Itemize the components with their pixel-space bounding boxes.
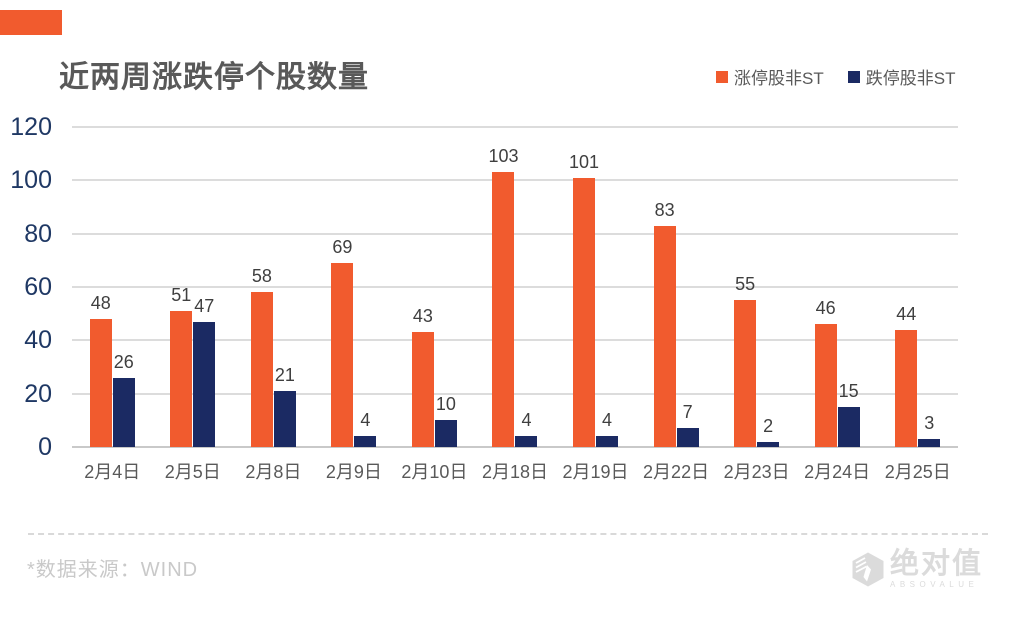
bar-value-label: 103	[488, 146, 519, 167]
bar-limit-up: 101	[569, 152, 599, 447]
bar-limit-down: 4	[596, 410, 619, 447]
bar-value-label: 15	[838, 381, 859, 401]
gridline	[72, 392, 958, 395]
x-axis-label: 2月8日	[245, 462, 302, 482]
legend-item-limit-up: 涨停股非ST	[716, 64, 824, 89]
bar-limit-up: 103	[488, 146, 519, 447]
y-axis-tick-label: 40	[24, 326, 52, 355]
bar-value-label: 44	[896, 303, 917, 324]
x-axis-label: 2月22日	[643, 462, 710, 482]
gridline	[72, 339, 958, 342]
bar-value-label: 83	[654, 199, 675, 220]
watermark-text: 绝对值	[890, 548, 984, 580]
bar-limit-down: 21	[273, 365, 296, 447]
plot-area: 48 26 2月4日 51 47 2月5日 58 21 2月8日 69 4 2月9日 43 10 2月10日…	[72, 126, 958, 482]
bar-value-label: 10	[435, 394, 456, 415]
accent-bar	[0, 10, 62, 35]
y-axis-tick-label: 100	[10, 166, 52, 195]
bar-group: 43 10 2月10日	[394, 127, 475, 482]
bar-value-label: 7	[682, 402, 693, 423]
bar-limit-up: 58	[250, 266, 273, 447]
bar-limit-up: 48	[89, 293, 112, 447]
gridline	[72, 126, 958, 128]
bar-group: 101 4 2月19日	[555, 127, 636, 482]
gridline	[72, 232, 958, 235]
y-axis-tick-label: 60	[24, 273, 52, 301]
legend: 涨停股非ST 跌停股非ST	[716, 64, 955, 89]
bar-limit-up: 46	[814, 298, 837, 447]
legend-label: 跌停股非ST	[865, 69, 956, 88]
gridline	[72, 179, 958, 182]
bar-value-label: 43	[412, 306, 433, 327]
bar-group: 58 21 2月8日	[233, 127, 314, 482]
bar-value-label: 21	[274, 365, 295, 385]
watermark: 绝对值 ABSOVALUE	[850, 549, 983, 589]
bar-limit-down: 3	[918, 413, 941, 447]
bar-limit-down: 10	[434, 394, 457, 447]
y-axis: 0 20 40 60 80 100 120	[0, 113, 52, 461]
bar-value-label: 51	[171, 285, 192, 305]
bar-group: 55 2 2月23日	[716, 127, 797, 482]
bar-limit-up: 69	[331, 237, 354, 447]
x-axis-label: 2月24日	[804, 462, 871, 482]
bar-value-label: 4	[360, 410, 371, 431]
bar-limit-down: 4	[354, 410, 377, 447]
bar-group: 46 15 2月24日	[797, 127, 878, 482]
y-axis-tick-label: 120	[10, 113, 52, 141]
bar-limit-up: 51	[170, 285, 193, 447]
legend-swatch-limit-up-icon	[716, 70, 728, 83]
y-axis-tick-label: 20	[24, 379, 52, 408]
bar-limit-up: 43	[411, 306, 434, 447]
bar-limit-down: 47	[193, 296, 216, 447]
bar-limit-up: 83	[653, 200, 676, 447]
bar-limit-up: 55	[734, 274, 757, 447]
bar-limit-down: 2	[757, 416, 780, 447]
bar-group: 51 47 2月5日	[153, 127, 234, 482]
bar-limit-down: 15	[837, 381, 860, 447]
legend-item-limit-down: 跌停股非ST	[847, 64, 956, 89]
x-axis-label: 2月4日	[84, 462, 141, 482]
legend-label: 涨停股非ST	[734, 69, 824, 88]
x-axis-label: 2月5日	[164, 462, 221, 482]
bar-value-label: 48	[90, 293, 111, 313]
bar-value-label: 58	[251, 266, 272, 287]
bar-group: 44 3 2月25日	[877, 127, 958, 482]
x-axis-label: 2月9日	[325, 462, 382, 482]
x-axis-label: 2月23日	[723, 462, 790, 482]
bar-value-label: 4	[602, 410, 613, 431]
bar-limit-up: 44	[895, 304, 918, 447]
watermark-logo-icon	[852, 552, 884, 586]
bar-value-label: 69	[332, 237, 353, 257]
x-axis-label: 2月10日	[401, 462, 468, 482]
bar-value-label: 4	[521, 410, 532, 431]
y-axis-tick-label: 0	[38, 433, 52, 461]
footnote: *数据来源：WIND	[27, 559, 199, 581]
x-axis-label: 2月19日	[562, 462, 629, 482]
bar-limit-down: 4	[515, 410, 538, 447]
bar-value-label: 55	[735, 274, 756, 295]
bar-group: 103 4 2月18日	[475, 127, 556, 482]
bar-limit-down: 26	[112, 352, 135, 447]
bar-group: 48 26 2月4日	[72, 127, 153, 482]
bar-value-label: 2	[763, 415, 774, 436]
bar-value-label: 47	[194, 295, 215, 316]
bar-value-label: 101	[569, 151, 600, 172]
chart-title: 近两周涨跌停个股数量	[59, 61, 369, 94]
x-axis-label: 2月25日	[884, 462, 951, 482]
bar-value-label: 26	[113, 351, 134, 372]
bar-limit-down: 7	[676, 402, 699, 447]
legend-swatch-limit-down-icon	[847, 70, 860, 83]
x-axis-line	[72, 446, 958, 448]
bar-value-label: 46	[815, 298, 836, 319]
x-axis-label: 2月18日	[481, 462, 548, 482]
y-axis-tick-label: 80	[24, 219, 52, 248]
watermark-subtext: ABSOVALUE	[890, 580, 979, 589]
bar-group: 69 4 2月9日	[314, 127, 395, 482]
footer-divider	[28, 533, 988, 535]
bar-value-label: 3	[924, 413, 935, 433]
bar-group: 83 7 2月22日	[636, 127, 717, 482]
gridline	[72, 286, 958, 288]
